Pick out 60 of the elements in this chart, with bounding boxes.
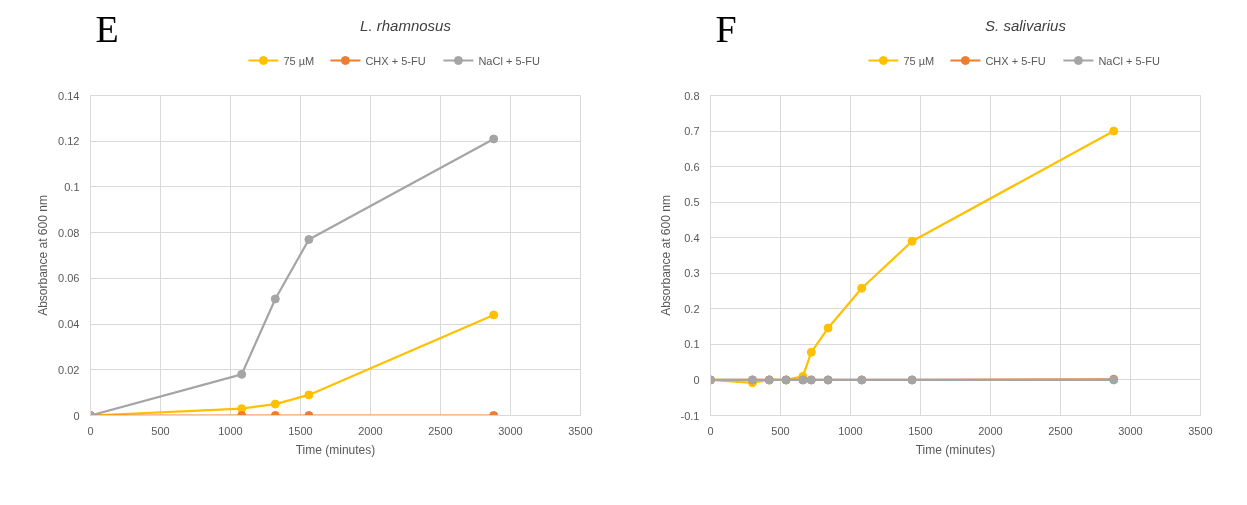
point bbox=[806, 347, 816, 357]
point bbox=[489, 134, 499, 144]
legend-label: 75 µM bbox=[283, 54, 315, 67]
x-tick-label: 500 bbox=[151, 424, 170, 437]
x-axis-title: Time (minutes) bbox=[915, 442, 996, 457]
legend-label: 75 µM bbox=[903, 54, 935, 67]
y-tick-label: 0.12 bbox=[58, 135, 80, 148]
x-tick-label: 3000 bbox=[498, 424, 523, 437]
text: E bbox=[95, 7, 119, 50]
point bbox=[270, 294, 280, 304]
y-tick-label: 0.7 bbox=[684, 125, 700, 138]
y-tick-label: 0.6 bbox=[684, 160, 700, 173]
x-tick-label: 2000 bbox=[978, 424, 1003, 437]
y-tick-label: 0.4 bbox=[684, 231, 700, 244]
chart-title: L. rhamnosus bbox=[360, 17, 452, 34]
point bbox=[304, 390, 314, 400]
x-tick-label: 0 bbox=[707, 424, 714, 437]
x-axis-title: Time (minutes) bbox=[295, 442, 376, 457]
x-tick-label: 1500 bbox=[288, 424, 313, 437]
y-tick-label: 0 bbox=[73, 409, 80, 422]
legend-label: NaCl + 5-FU bbox=[1098, 54, 1160, 67]
x-tick-label: 3500 bbox=[1188, 424, 1213, 437]
point bbox=[823, 323, 833, 333]
x-tick-label: 2500 bbox=[428, 424, 453, 437]
x-tick-label: 2500 bbox=[1048, 424, 1073, 437]
y-axis-title: Absorbance at 600 nm bbox=[658, 195, 673, 316]
y-tick-label: 0.04 bbox=[58, 318, 80, 331]
legend-label: NaCl + 5-FU bbox=[478, 54, 540, 67]
point bbox=[907, 236, 917, 246]
point bbox=[237, 369, 247, 379]
chart-title: S. salivarius bbox=[985, 17, 1067, 34]
y-tick-label: 0.06 bbox=[58, 272, 80, 285]
x-tick-label: 0 bbox=[87, 424, 94, 437]
y-tick-label: 0.1 bbox=[684, 338, 700, 351]
legend-label: CHX + 5-FU bbox=[365, 54, 426, 67]
text: F bbox=[715, 7, 737, 50]
y-tick-label: 0.8 bbox=[684, 89, 700, 102]
x-tick-label: 500 bbox=[771, 424, 790, 437]
x-tick-label: 3500 bbox=[568, 424, 593, 437]
point bbox=[1109, 126, 1119, 136]
y-tick-label: 0.1 bbox=[64, 180, 80, 193]
y-tick-label: 0.02 bbox=[58, 363, 80, 376]
x-tick-label: 1000 bbox=[838, 424, 863, 437]
y-tick-label: 0.3 bbox=[684, 267, 700, 280]
legend-label: CHX + 5-FU bbox=[985, 54, 1046, 67]
point bbox=[489, 310, 499, 320]
point bbox=[304, 235, 314, 244]
y-tick-label: 0.08 bbox=[58, 226, 80, 239]
y-tick-label: 0.2 bbox=[684, 302, 700, 315]
x-tick-label: 2000 bbox=[358, 424, 383, 437]
x-tick-label: 1000 bbox=[218, 424, 243, 437]
point bbox=[270, 399, 280, 409]
x-tick-label: 1500 bbox=[908, 424, 933, 437]
point bbox=[857, 283, 867, 293]
y-tick-label: 0 bbox=[693, 373, 700, 386]
y-axis-title: Absorbance at 600 nm bbox=[36, 195, 51, 316]
y-tick-label: -0.1 bbox=[680, 409, 700, 422]
x-tick-label: 3000 bbox=[1118, 424, 1143, 437]
y-tick-label: 0.14 bbox=[58, 89, 80, 102]
y-tick-label: 0.5 bbox=[684, 196, 700, 209]
